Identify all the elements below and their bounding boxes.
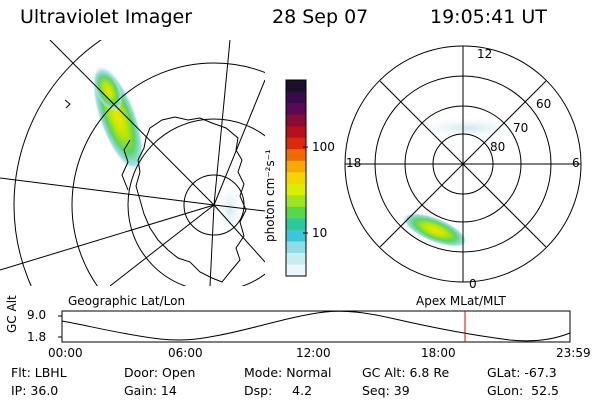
mode-value: Mode: Normal [244, 365, 332, 380]
continent-outline [135, 116, 247, 283]
colorbar-stripe [286, 264, 306, 277]
colorbar-stripe [286, 80, 306, 93]
mlat-label-70: 70 [513, 121, 529, 135]
mlt-label-6: 6 [572, 156, 580, 170]
instrument-title: Ultraviolet Imager [20, 6, 193, 28]
colorbar-tick-100: 100 [312, 140, 335, 154]
colorbar-stripe [286, 114, 306, 127]
xtick-1800: 18:00 [421, 346, 456, 360]
gc-alt-value: GC Alt: 6.8 Re [362, 365, 450, 380]
seq-value: Seq: 39 [362, 383, 410, 398]
dsp-value: Dsp: 4.2 [244, 383, 313, 398]
date-label: 28 Sep 07 [272, 6, 369, 28]
colorbar-stripe [286, 183, 306, 196]
left-panel-caption: Geographic Lat/Lon [68, 294, 186, 308]
time-label: 19:05:41 UT [430, 6, 547, 28]
altitude-ytick-max: 9.0 [27, 308, 47, 322]
mlat-label-60: 60 [536, 97, 552, 111]
colorbar-stripe [286, 103, 306, 116]
colorbar-stripe [286, 160, 306, 173]
gain-value: Gain: 14 [124, 383, 177, 398]
mlat-label-80: 80 [490, 140, 506, 154]
ip-value: IP: 36.0 [11, 383, 59, 398]
xtick-0000: 00:00 [48, 346, 83, 360]
colorbar-unit-label: photon cm⁻²s⁻¹ [263, 149, 277, 242]
colorbar-stripe [286, 91, 306, 104]
colorbar-stripe [286, 206, 306, 219]
glat-value: GLat: -67.3 [487, 365, 557, 380]
colorbar-stripe [286, 241, 306, 254]
aurora-emission-nightside [403, 213, 467, 247]
glon-value: GLon: 52.5 [487, 383, 559, 398]
colorbar-stripe [286, 172, 306, 185]
colorbar-stripe [286, 126, 306, 139]
geographic-map [0, 40, 265, 286]
colorbar-stripe [286, 195, 306, 208]
right-panel-caption: Apex MLat/MLT [416, 294, 506, 308]
xtick-2359: 23:59 [556, 346, 591, 360]
altitude-plot [58, 310, 571, 343]
colorbar-stripe [286, 252, 306, 266]
colorbar-frame [285, 79, 307, 277]
colorbar-stripe [286, 218, 306, 231]
colorbar-stripe [286, 137, 306, 150]
mlt-label-0: 0 [469, 277, 477, 291]
altitude-curve [61, 310, 571, 342]
altitude-ylabel: GC Alt [5, 295, 19, 333]
colorbar [285, 79, 307, 277]
altitude-ytick-min: 1.8 [27, 330, 47, 344]
colorbar-tick-10: 10 [312, 226, 328, 240]
filter-value: Flt: LBHL [11, 365, 67, 380]
colorbar-stripe [286, 149, 306, 162]
colorbar-stripe [286, 229, 306, 243]
xtick-0600: 06:00 [168, 346, 203, 360]
xtick-1200: 12:00 [296, 346, 331, 360]
aurora-emission-left [92, 65, 144, 171]
mlt-label-12: 12 [477, 47, 493, 61]
door-value: Door: Open [124, 365, 196, 380]
aurora-emission-dayside [420, 118, 516, 138]
polar-plot [344, 45, 582, 283]
mlt-label-18: 18 [346, 156, 362, 170]
